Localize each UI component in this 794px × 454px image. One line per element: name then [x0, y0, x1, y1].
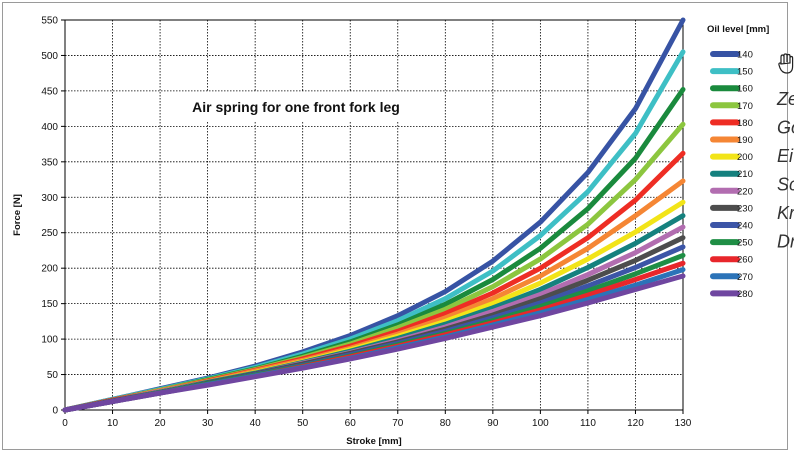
legend-label-260: 260 [737, 255, 753, 266]
side-panel-text: Sc [777, 175, 794, 195]
y-tick-label: 100 [41, 335, 58, 346]
side-panel-text: Go [777, 118, 794, 138]
x-tick-label: 130 [675, 418, 692, 429]
y-tick-label: 400 [41, 122, 58, 133]
x-tick-label: 60 [345, 418, 357, 429]
legend-label-200: 200 [737, 152, 753, 163]
legend-label-140: 140 [737, 50, 753, 61]
y-tick-label: 450 [41, 86, 58, 97]
side-panel-text: Ei [777, 146, 794, 166]
y-tick-label: 300 [41, 193, 58, 204]
y-tick-label: 150 [41, 299, 58, 310]
legend-label-230: 230 [737, 203, 753, 214]
x-tick-label: 20 [155, 418, 167, 429]
legend-title: Oil level [mm] [707, 24, 769, 35]
y-tick-label: 550 [41, 16, 58, 27]
legend-label-250: 250 [737, 238, 753, 249]
y-tick-label: 350 [41, 157, 58, 168]
side-panel-text: Ze [776, 89, 794, 109]
y-tick-label: 50 [47, 370, 59, 381]
y-tick-label: 0 [52, 406, 58, 417]
legend-label-190: 190 [737, 135, 753, 146]
y-tick-label: 200 [41, 264, 58, 275]
legend-label-170: 170 [737, 101, 753, 112]
x-tick-label: 120 [627, 418, 644, 429]
chart-title: Air spring for one front fork leg [162, 92, 430, 122]
x-tick-label: 10 [107, 418, 119, 429]
x-tick-label: 30 [202, 418, 214, 429]
side-panel-text: Kr [777, 203, 794, 223]
x-tick-label: 110 [580, 418, 596, 429]
legend-label-220: 220 [737, 186, 753, 197]
y-tick-label: 250 [41, 228, 58, 239]
legend-label-240: 240 [737, 221, 753, 232]
x-tick-label: 80 [440, 418, 452, 429]
x-tick-label: 100 [532, 418, 549, 429]
y-axis-title: Force [N] [12, 194, 23, 236]
legend-label-270: 270 [737, 272, 753, 283]
legend-label-160: 160 [737, 84, 753, 95]
x-tick-label: 0 [62, 418, 68, 429]
x-tick-label: 90 [487, 418, 499, 429]
x-tick-label: 50 [297, 418, 309, 429]
side-panel-text: Dr [777, 232, 794, 252]
legend-label-150: 150 [737, 67, 753, 78]
series-line-280 [62, 273, 686, 413]
x-axis-title: Stroke [mm] [346, 436, 401, 447]
legend-label-180: 180 [737, 118, 753, 129]
legend-label-280: 280 [737, 289, 753, 300]
hand-icon[interactable] [778, 53, 794, 74]
legend-label-210: 210 [737, 169, 753, 180]
x-tick-label: 70 [392, 418, 404, 429]
y-tick-label: 500 [41, 51, 58, 62]
x-tick-label: 40 [250, 418, 262, 429]
